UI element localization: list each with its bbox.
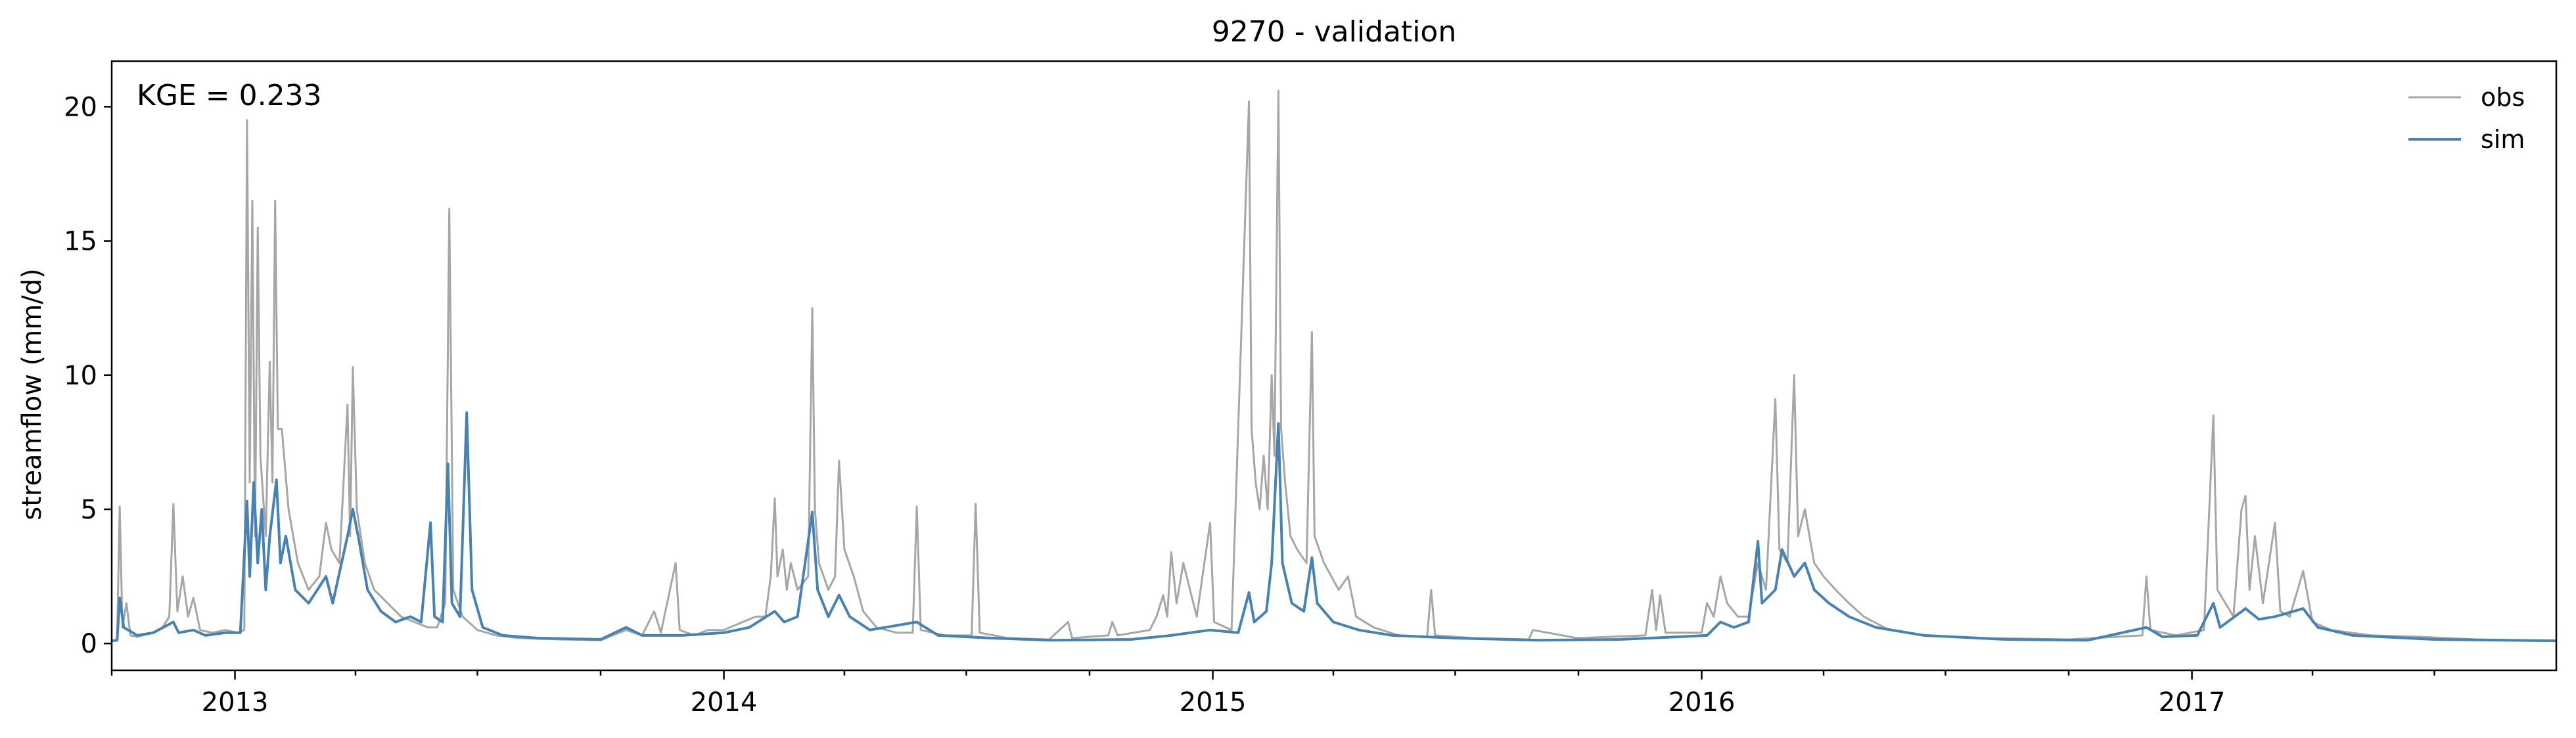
y-tick-label: 10 <box>64 361 97 391</box>
kge-annotation: KGE = 0.233 <box>137 79 322 112</box>
plot-series <box>111 89 2557 643</box>
x-tick-label: 2015 <box>1180 687 1247 718</box>
series-line-sim <box>111 411 2557 643</box>
x-tick-label: 2013 <box>202 687 269 718</box>
chart-title: 9270 - validation <box>1212 15 1456 49</box>
y-tick-label: 20 <box>64 92 97 122</box>
y-axis: 0 5 10 15 20 <box>64 92 112 659</box>
y-tick-label: 5 <box>81 495 97 525</box>
x-tick-label: 2017 <box>2159 687 2226 718</box>
y-axis-label: streamflow (mm/d) <box>17 268 47 520</box>
x-axis: 2013 2014 2015 2016 2017 <box>110 670 2435 718</box>
y-tick-label: 15 <box>64 227 97 257</box>
y-tick-label: 0 <box>81 629 97 659</box>
legend-label-obs: obs <box>2481 83 2525 112</box>
legend: obs sim <box>2408 83 2525 154</box>
legend-label-sim: sim <box>2481 125 2525 154</box>
x-tick-label: 2016 <box>1668 687 1736 718</box>
x-tick-label: 2014 <box>691 687 758 718</box>
